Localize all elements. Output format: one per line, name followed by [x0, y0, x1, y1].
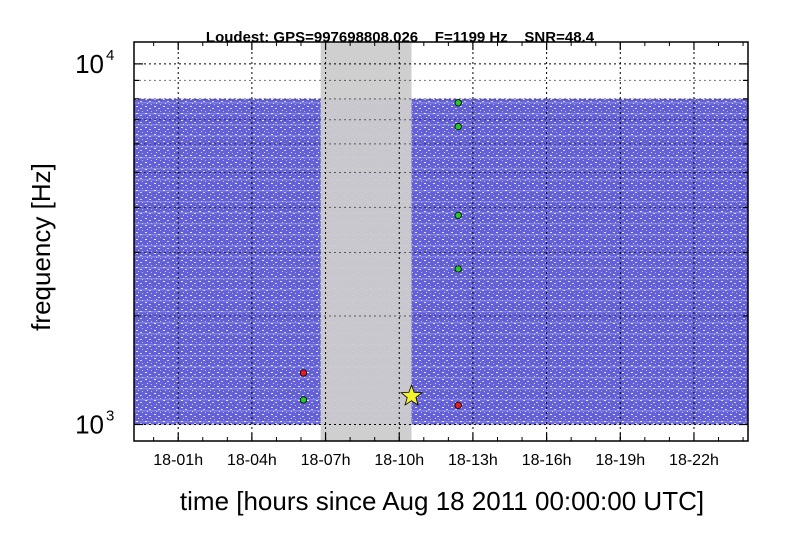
trigger-point — [454, 123, 462, 131]
loudest-trigger-star — [399, 383, 424, 406]
x-tick-label: 18-13h — [448, 452, 498, 469]
x-tick-label: 18-19h — [595, 452, 645, 469]
y-tick-exponent: 3 — [106, 407, 114, 424]
y-tick-label: 10 — [75, 409, 104, 439]
trigger-point — [454, 211, 462, 220]
x-tick-label: 18-07h — [301, 452, 351, 469]
trigger-point — [299, 396, 308, 404]
shaded-interval — [320, 42, 412, 441]
trigger-point — [454, 265, 462, 273]
marks — [299, 99, 462, 409]
y-axis-label: frequency [Hz] — [26, 163, 56, 331]
trigger-band — [134, 98, 748, 425]
trigger-point — [299, 369, 308, 377]
y-tick-exponent: 4 — [106, 47, 114, 64]
x-tick-label: 18-10h — [374, 452, 424, 469]
x-axis-ticks: 18-01h 18-04h 18-07h 18-10h 18-13h 18-16h 18-1… — [153, 42, 744, 469]
grid — [134, 42, 748, 441]
y-tick-label: 10 — [75, 49, 104, 79]
trigger-band-lines — [134, 102, 748, 423]
trigger-point — [454, 99, 462, 107]
x-axis-label: time [hours since Aug 18 2011 00:00:00 U… — [180, 486, 704, 516]
x-tick-label: 18-16h — [522, 452, 572, 469]
trigger-point — [454, 401, 462, 409]
x-tick-label: 18-22h — [669, 452, 719, 469]
plot-frame — [133, 41, 749, 442]
x-tick-label: 18-04h — [227, 452, 277, 469]
x-tick-label: 18-01h — [153, 452, 203, 469]
